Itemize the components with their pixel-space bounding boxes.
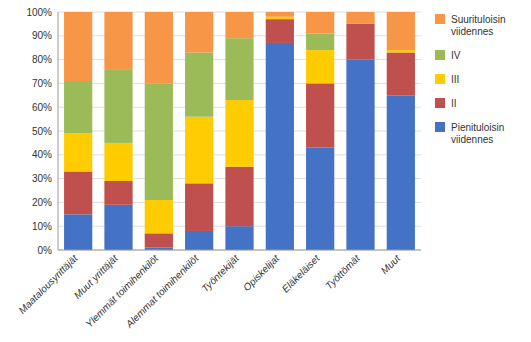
bar-segment [185, 231, 213, 250]
bar-segment [266, 43, 294, 250]
y-tick-label: 10% [32, 221, 52, 232]
legend-swatch [435, 50, 445, 60]
bar-segment [306, 148, 334, 250]
y-tick-label: 90% [32, 30, 52, 41]
bar-segment [387, 52, 415, 95]
bar-segment [64, 214, 92, 250]
legend-label: II [451, 98, 457, 109]
legend-swatch [435, 74, 445, 84]
y-tick-label: 60% [32, 102, 52, 113]
y-tick-label: 70% [32, 78, 52, 89]
legend-label: Suurituloisinviidennes [451, 14, 505, 37]
chart-svg: 0% 10% 20% 30% 40% 50% 60% 70% 80% 90% 100% Maatalo… [0, 0, 531, 342]
bar-segment [225, 226, 253, 250]
bar-segment [225, 167, 253, 227]
legend-label: Pienituloisinviidennes [451, 122, 504, 145]
bar-segment [387, 95, 415, 250]
bar-segment [346, 24, 374, 60]
bar-segment [145, 233, 173, 247]
legend-swatch [435, 14, 445, 24]
grid [58, 12, 421, 250]
bar-segment [387, 50, 415, 52]
x-tick-label: Eläkeläiset [280, 252, 323, 295]
bar-segment [346, 12, 374, 24]
x-tick-label: Ylemmät toimihenkilöt [83, 252, 161, 330]
bar-segment [306, 50, 334, 83]
bar-segment [225, 38, 253, 100]
legend: SuurituloisinviidennesIVIIIIIPienitulois… [435, 14, 505, 145]
bar-segment [145, 200, 173, 233]
bar-segment [64, 81, 92, 133]
x-axis-line [58, 250, 421, 251]
bar-segment [185, 12, 213, 52]
legend-label: IV [451, 50, 461, 61]
y-tick-label: 0% [38, 245, 53, 256]
x-tick-label: Opiskelijat [241, 252, 282, 293]
legend-swatch [435, 122, 445, 132]
x-tick-label: Muut [379, 252, 403, 276]
bar-segment [266, 19, 294, 43]
y-tick-label: 40% [32, 149, 52, 160]
bar-segment [306, 12, 334, 33]
bar-segment [306, 83, 334, 147]
bar-segment [266, 12, 294, 17]
y-tick-label: 20% [32, 197, 52, 208]
bar-segment [145, 12, 173, 83]
bar-segment [387, 12, 415, 50]
bar-segment [64, 171, 92, 214]
bars [64, 12, 415, 250]
bar-segment [266, 17, 294, 19]
chart-container: 0% 10% 20% 30% 40% 50% 60% 70% 80% 90% 100% Maatalo… [0, 0, 531, 342]
bar-segment [64, 133, 92, 171]
x-tick-label: Alemmat toimihenkilöt [123, 252, 202, 331]
bar-segment [64, 12, 92, 81]
legend-swatch [435, 98, 445, 108]
bar-segment [104, 205, 132, 250]
y-tick-label: 80% [32, 54, 52, 65]
bar-segment [185, 117, 213, 184]
bar-segment [104, 181, 132, 205]
bar-segment [225, 12, 253, 38]
bar-segment [185, 183, 213, 231]
y-tick-label: 100% [26, 7, 52, 18]
y-tick-label: 30% [32, 173, 52, 184]
y-tick-label: 50% [32, 126, 52, 137]
bar-segment [225, 100, 253, 167]
bar-segment [306, 33, 334, 50]
grid-line [58, 250, 421, 251]
bar-segment [185, 52, 213, 116]
x-tick-label: Työntekijät [199, 252, 241, 294]
series [64, 12, 415, 83]
bar-segment [104, 143, 132, 181]
x-tick-label: Työttömät [323, 252, 363, 292]
legend-label: III [451, 74, 459, 85]
bar-segment [145, 83, 173, 200]
bar-segment [104, 12, 132, 69]
x-tick-label: Maatalousyrittäjät [16, 252, 80, 316]
bar-segment [346, 60, 374, 250]
y-axis-line [58, 12, 59, 250]
bar-segment [104, 69, 132, 143]
